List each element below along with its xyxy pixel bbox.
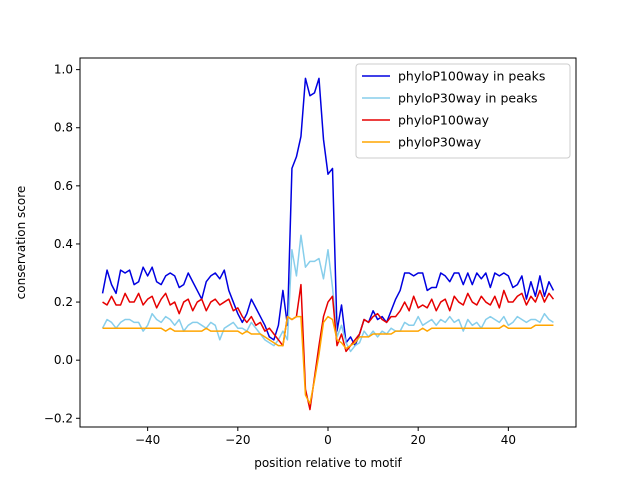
series-line-4 — [102, 315, 554, 405]
y-tick-label: −0.2 — [44, 411, 73, 425]
y-axis: −0.2 0.0 0.2 0.4 0.6 0.8 1.0 — [44, 63, 80, 425]
legend: phyloP100way in peaks phyloP30way in peak… — [355, 63, 571, 159]
series-line-2 — [101, 234, 554, 353]
legend-box — [355, 63, 571, 159]
y-tick-label: 0.0 — [54, 353, 73, 367]
y-axis-label: conservation score — [14, 186, 28, 300]
series-line-3 — [102, 283, 555, 411]
y-tick-label: 0.4 — [54, 237, 73, 251]
x-tick-label: 40 — [501, 433, 516, 447]
x-axis: −40 −20 0 20 40 — [135, 427, 516, 447]
y-tick-label: 0.2 — [54, 295, 73, 309]
series-layer — [101, 77, 555, 411]
legend-label: phyloP100way in peaks — [398, 69, 545, 84]
legend-label: phyloP30way — [398, 135, 482, 150]
x-tick-label: −20 — [225, 433, 250, 447]
x-tick-label: 20 — [411, 433, 426, 447]
x-axis-label: position relative to motif — [254, 456, 402, 470]
x-tick-label: −40 — [135, 433, 160, 447]
y-tick-label: 0.6 — [54, 179, 73, 193]
y-tick-label: 1.0 — [54, 63, 73, 77]
y-tick-label: 0.8 — [54, 121, 73, 135]
legend-label: phyloP30way in peaks — [398, 91, 537, 106]
x-tick-label: 0 — [324, 433, 332, 447]
legend-label: phyloP100way — [398, 113, 490, 128]
series-line-1 — [101, 77, 555, 347]
